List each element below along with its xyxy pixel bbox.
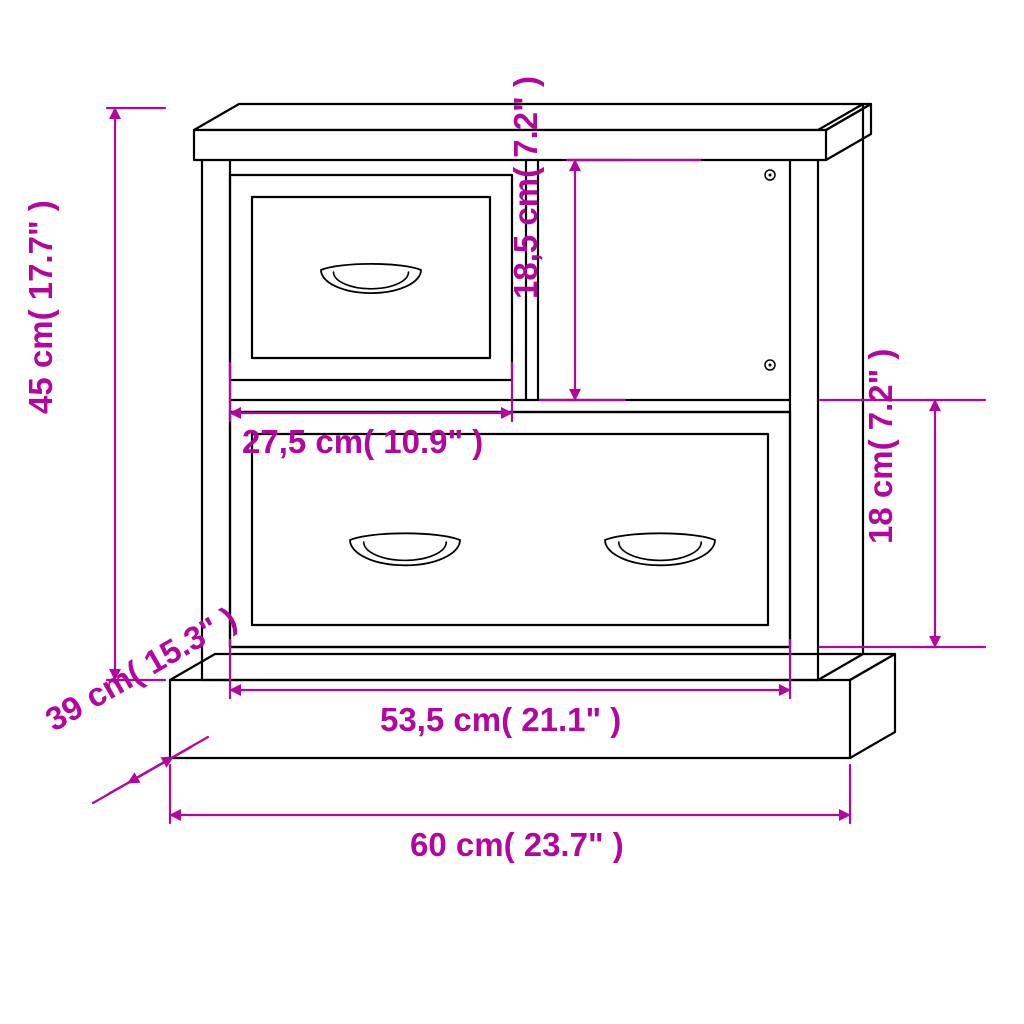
dimension-label: 53,5 cm( 21.1" ) bbox=[380, 701, 621, 739]
dimension-label: 45 cm( 17.7" ) bbox=[22, 200, 60, 414]
dimension-label: 18,5 cm( 7.2" ) bbox=[507, 76, 545, 299]
dimension-label: 18 cm( 7.2" ) bbox=[862, 349, 900, 544]
dimension-label: 60 cm( 23.7" ) bbox=[410, 826, 624, 864]
dimension-label: 27,5 cm( 10.9" ) bbox=[242, 423, 483, 461]
